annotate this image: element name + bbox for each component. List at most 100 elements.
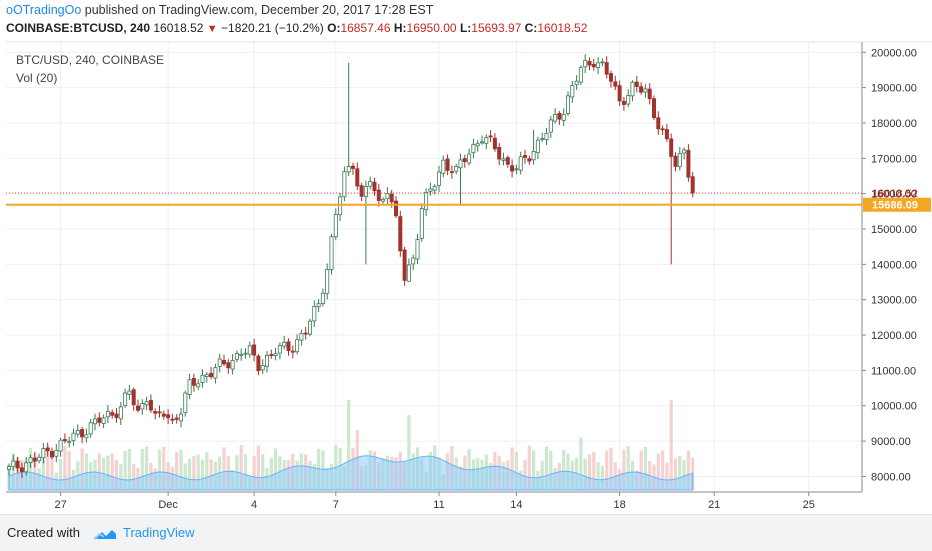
candle-body xyxy=(15,460,20,469)
volume-legend: Vol (20) xyxy=(16,71,57,85)
y-tick-label: 9000.00 xyxy=(871,436,911,448)
volume-bar xyxy=(179,449,183,490)
candle-body xyxy=(50,450,55,458)
candle-body xyxy=(578,67,583,83)
candle-body xyxy=(101,417,106,424)
candle-body xyxy=(118,406,123,420)
candle-body xyxy=(381,198,386,202)
volume-bar xyxy=(162,446,166,490)
low-label: L: xyxy=(459,21,472,35)
x-tick-label: 27 xyxy=(54,499,66,511)
candle-body xyxy=(630,81,635,97)
close-label: C: xyxy=(524,21,538,35)
x-tick-label: 21 xyxy=(708,499,720,511)
candle-body xyxy=(286,341,291,351)
candle-body xyxy=(303,332,308,335)
candle-body xyxy=(479,141,484,144)
volume-bar xyxy=(605,450,609,490)
tradingview-link[interactable]: TradingView xyxy=(123,525,195,540)
y-tick-label: 10000.00 xyxy=(871,401,917,413)
volume-bar xyxy=(544,446,549,490)
volume-bar xyxy=(661,450,665,490)
volume-bar xyxy=(63,445,67,490)
volume-bar xyxy=(639,450,643,490)
volume-bar xyxy=(532,450,536,490)
volume-bar xyxy=(592,451,596,490)
candle-body xyxy=(428,188,433,192)
candle-body xyxy=(75,430,80,435)
candle-body xyxy=(200,374,205,383)
candle-body xyxy=(570,85,575,98)
candle-body xyxy=(449,171,454,174)
volume-bar xyxy=(145,446,149,490)
candle-body xyxy=(144,401,149,406)
x-tick-label: 18 xyxy=(613,499,625,511)
candle-body xyxy=(660,128,665,131)
candle-body xyxy=(140,402,145,410)
candle-body xyxy=(153,411,158,414)
candle-body xyxy=(11,460,16,467)
volume-bar xyxy=(686,450,690,490)
candle-body xyxy=(178,413,183,422)
candle-body xyxy=(462,158,467,163)
candle-body xyxy=(127,390,132,395)
candle-body xyxy=(7,466,12,470)
author-link[interactable]: oOTradingOo xyxy=(6,3,82,17)
volume-bar xyxy=(97,453,101,490)
y-tick-label: 17000.00 xyxy=(871,153,917,165)
candle-body xyxy=(355,168,360,187)
volume-bar xyxy=(200,459,205,490)
candle-body xyxy=(88,422,93,435)
candle-body xyxy=(187,379,192,395)
candle-body xyxy=(307,320,312,335)
candle-body xyxy=(58,439,63,452)
y-tick-label: 13000.00 xyxy=(871,295,917,307)
candle-body xyxy=(37,456,42,462)
tradingview-cloud-icon[interactable] xyxy=(92,527,118,541)
axes: 8000.00 9000.00 10000.00 11000.00 12000.00 13… xyxy=(6,41,932,511)
close-value: 16018.52 xyxy=(537,21,588,35)
candle-body xyxy=(316,303,321,308)
candle-body xyxy=(269,354,274,357)
candle-body xyxy=(45,447,50,452)
volume-bar xyxy=(579,437,583,490)
candle-body xyxy=(682,149,687,154)
candle-body xyxy=(393,200,398,217)
candlesticks xyxy=(7,54,695,478)
candle-body xyxy=(114,413,119,418)
candle-body xyxy=(523,155,528,158)
volume-bar xyxy=(626,446,630,490)
grid xyxy=(6,42,862,492)
candle-body xyxy=(488,135,493,138)
candle-body xyxy=(591,63,596,68)
candle-body xyxy=(596,62,601,69)
volume-bar xyxy=(600,465,604,490)
candle-body xyxy=(415,239,420,260)
high-value: 16950.00 xyxy=(406,21,457,35)
candle-body xyxy=(166,414,171,419)
volume-bar xyxy=(523,459,527,490)
candle-body xyxy=(432,186,437,191)
candle-body xyxy=(260,364,265,371)
candle-body xyxy=(342,171,347,198)
candle-body xyxy=(110,412,115,416)
candle-body xyxy=(471,144,476,154)
candle-body xyxy=(368,181,373,187)
candle-body xyxy=(467,153,472,164)
candle-body xyxy=(256,355,261,372)
candle-body xyxy=(621,100,626,105)
volume-bar xyxy=(407,415,411,490)
candle-body xyxy=(544,132,549,141)
candle-body xyxy=(436,171,441,186)
volume-bar xyxy=(196,454,200,490)
high-label: H: xyxy=(393,21,407,35)
volume-bar xyxy=(252,455,256,490)
candle-body xyxy=(492,137,497,150)
volume-bar xyxy=(622,449,626,490)
candle-body xyxy=(540,138,545,140)
candle-body xyxy=(338,196,343,216)
candle-body xyxy=(282,341,287,347)
candle-body xyxy=(277,345,282,354)
candle-body xyxy=(617,85,622,102)
